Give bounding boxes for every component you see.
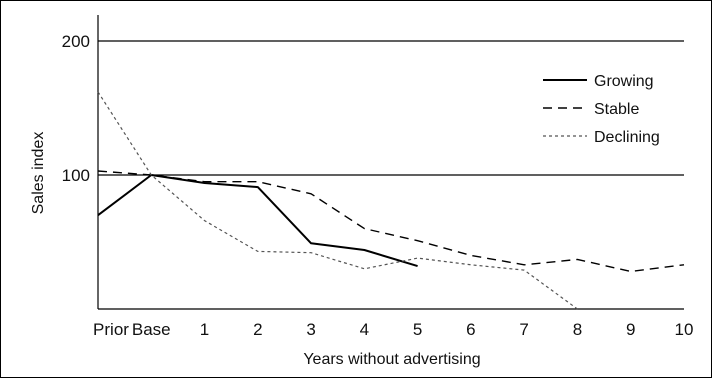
series-layer <box>97 91 685 310</box>
x-tick-label: 6 <box>466 320 475 339</box>
x-tick-label: 1 <box>200 320 209 339</box>
x-tick-label: 3 <box>306 320 315 339</box>
x-tick-label: 8 <box>573 320 582 339</box>
x-tick-label: 9 <box>626 320 635 339</box>
legend-label-declining: Declining <box>594 129 660 146</box>
grid-lines <box>98 40 684 176</box>
x-tick-label: 5 <box>413 320 422 339</box>
series-line-growing <box>97 174 418 268</box>
y-tick-label: 100 <box>62 166 90 185</box>
legend: Growing Stable Declining <box>543 73 660 146</box>
y-tick-label: 200 <box>62 32 90 51</box>
x-tick-label: 7 <box>519 320 528 339</box>
y-axis-label: Sales index <box>30 132 47 215</box>
axes <box>97 15 684 310</box>
legend-label-growing: Growing <box>594 73 654 90</box>
x-tick-label: 10 <box>675 320 694 339</box>
tick-labels: 100 200 Prior Base 1 2 3 4 5 6 7 8 9 10 <box>62 32 694 339</box>
x-axis-label: Years without advertising <box>303 351 480 368</box>
x-tick-label: Prior <box>93 320 129 339</box>
series-line-stable <box>97 170 685 273</box>
x-tick-label: 2 <box>253 320 262 339</box>
legend-label-stable: Stable <box>594 101 639 118</box>
x-tick-label: Base <box>132 320 171 339</box>
series-line-declining <box>97 91 578 310</box>
x-tick-label: 4 <box>360 320 369 339</box>
